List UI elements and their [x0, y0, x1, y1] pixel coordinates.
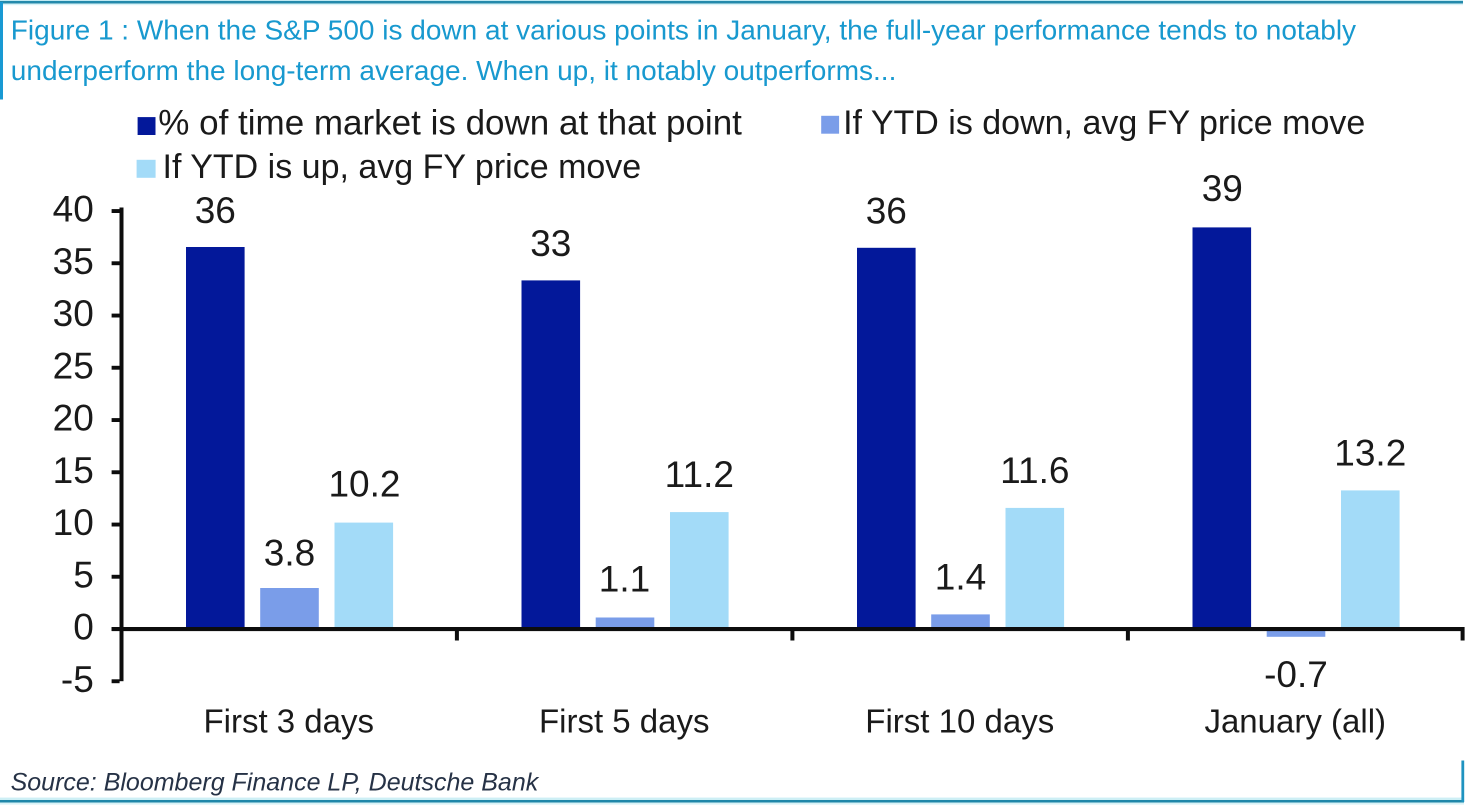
svg-text:10: 10: [53, 502, 94, 543]
svg-text:40: 40: [53, 189, 94, 230]
svg-text:January (all): January (all): [1204, 702, 1386, 739]
svg-text:10.2: 10.2: [328, 464, 400, 505]
svg-text:1.1: 1.1: [599, 558, 650, 599]
svg-text:If YTD is up, avg FY price mov: If YTD is up, avg FY price move: [163, 148, 642, 186]
svg-text:-5: -5: [61, 659, 94, 700]
svg-text:0: 0: [73, 607, 94, 648]
svg-text:3.8: 3.8: [264, 533, 315, 574]
svg-text:33: 33: [530, 223, 571, 264]
svg-text:1.4: 1.4: [935, 557, 986, 598]
svg-text:39: 39: [1202, 168, 1243, 209]
svg-text:If YTD is down, avg FY price m: If YTD is down, avg FY price move: [843, 104, 1365, 142]
svg-text:15: 15: [53, 450, 94, 491]
svg-text:36: 36: [195, 190, 236, 231]
svg-text:5: 5: [73, 554, 94, 595]
svg-text:13.2: 13.2: [1334, 432, 1406, 473]
svg-text:First 10 days: First 10 days: [865, 702, 1054, 739]
svg-text:20: 20: [53, 398, 94, 439]
svg-text:30: 30: [53, 293, 94, 334]
svg-text:First 3 days: First 3 days: [203, 702, 374, 739]
svg-text:First 5 days: First 5 days: [539, 702, 710, 739]
svg-text:-0.7: -0.7: [1264, 654, 1328, 695]
svg-text:36: 36: [866, 191, 907, 232]
svg-text:25: 25: [53, 345, 94, 386]
svg-text:11.2: 11.2: [665, 454, 734, 495]
svg-text:Source: Bloomberg Finance LP,: Source: Bloomberg Finance LP, Deutsche B…: [11, 769, 540, 797]
svg-text:Figure 1 : When the S&P 500 is: Figure 1 : When the S&P 500 is down at v…: [11, 15, 1356, 46]
svg-text:% of time market is down at th: % of time market is down at that point: [158, 103, 742, 142]
svg-text:11.6: 11.6: [1000, 450, 1069, 491]
svg-text:underperform the long-term ave: underperform the long-term average. When…: [11, 55, 897, 86]
svg-text:35: 35: [53, 241, 94, 282]
